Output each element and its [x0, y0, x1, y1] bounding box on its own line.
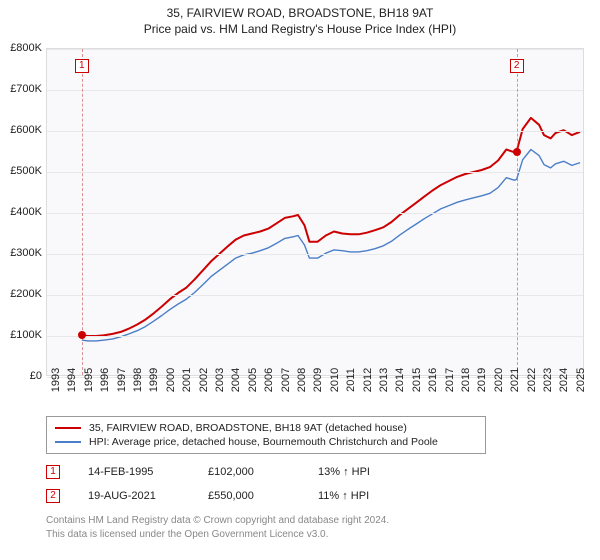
x-axis-tick-label: 2003	[214, 368, 226, 392]
x-axis-tick-label: 2013	[378, 368, 390, 392]
legend-swatch	[55, 441, 81, 443]
x-axis-tick-label: 2025	[575, 368, 587, 392]
y-axis-tick-label: £600K	[0, 124, 42, 136]
y-axis-tick-label: £300K	[0, 247, 42, 259]
x-axis-tick-label: 2021	[509, 368, 521, 392]
chart-marker: 2	[510, 59, 524, 73]
x-axis-tick-label: 2004	[230, 368, 242, 392]
x-axis-tick-label: 2022	[526, 368, 538, 392]
legend-item: 35, FAIRVIEW ROAD, BROADSTONE, BH18 9AT …	[55, 421, 477, 435]
x-axis-tick-label: 1999	[148, 368, 160, 392]
transaction-row: 1 14-FEB-1995 £102,000 13% ↑ HPI	[46, 460, 418, 484]
x-axis-tick-label: 1997	[116, 368, 128, 392]
footer-line: This data is licensed under the Open Gov…	[46, 528, 389, 542]
x-axis-tick-label: 2002	[198, 368, 210, 392]
transaction-hpi: 13% ↑ HPI	[318, 466, 418, 478]
x-axis-tick-label: 1996	[99, 368, 111, 392]
x-axis-tick-label: 1993	[50, 368, 62, 392]
x-axis-tick-label: 1998	[132, 368, 144, 392]
x-axis-tick-label: 2019	[476, 368, 488, 392]
y-axis-tick-label: £0	[0, 370, 42, 382]
y-axis-tick-label: £800K	[0, 42, 42, 54]
x-axis-tick-label: 2024	[558, 368, 570, 392]
legend-item: HPI: Average price, detached house, Bour…	[55, 435, 477, 449]
x-axis-tick-label: 2001	[181, 368, 193, 392]
x-axis-tick-label: 2006	[263, 368, 275, 392]
transaction-price: £102,000	[208, 466, 318, 478]
transaction-date: 19-AUG-2021	[88, 490, 208, 502]
x-axis-tick-label: 1995	[83, 368, 95, 392]
transaction-hpi: 11% ↑ HPI	[318, 490, 418, 502]
transactions-table: 1 14-FEB-1995 £102,000 13% ↑ HPI 2 19-AU…	[46, 460, 418, 508]
x-axis-tick-label: 2010	[329, 368, 341, 392]
x-axis-tick-label: 2015	[411, 368, 423, 392]
legend-label: HPI: Average price, detached house, Bour…	[89, 436, 438, 448]
legend-swatch	[55, 427, 81, 429]
x-axis-tick-label: 2023	[542, 368, 554, 392]
transaction-price: £550,000	[208, 490, 318, 502]
chart-container: 35, FAIRVIEW ROAD, BROADSTONE, BH18 9AT …	[0, 0, 600, 560]
data-point	[78, 331, 86, 339]
x-axis-tick-label: 1994	[66, 368, 78, 392]
x-axis-tick-label: 2011	[345, 368, 357, 392]
transaction-row: 2 19-AUG-2021 £550,000 11% ↑ HPI	[46, 484, 418, 508]
x-axis-tick-label: 2017	[444, 368, 456, 392]
x-axis-tick-label: 2007	[280, 368, 292, 392]
x-axis-tick-label: 2005	[247, 368, 259, 392]
footer-line: Contains HM Land Registry data © Crown c…	[46, 514, 389, 528]
x-axis-tick-label: 2020	[493, 368, 505, 392]
transaction-date: 14-FEB-1995	[88, 466, 208, 478]
x-axis-tick-label: 2018	[460, 368, 472, 392]
footer-attribution: Contains HM Land Registry data © Crown c…	[46, 514, 389, 541]
chart-subtitle: Price paid vs. HM Land Registry's House …	[0, 20, 600, 36]
x-axis-tick-label: 2012	[362, 368, 374, 392]
legend-box: 35, FAIRVIEW ROAD, BROADSTONE, BH18 9AT …	[46, 416, 486, 454]
y-axis-tick-label: £200K	[0, 288, 42, 300]
x-axis-tick-label: 2000	[165, 368, 177, 392]
y-axis-tick-label: £700K	[0, 83, 42, 95]
x-axis-tick-label: 2009	[312, 368, 324, 392]
y-axis-tick-label: £400K	[0, 206, 42, 218]
y-axis-tick-label: £500K	[0, 165, 42, 177]
x-axis-tick-label: 2016	[427, 368, 439, 392]
plot-area: 12	[46, 48, 584, 376]
legend-label: 35, FAIRVIEW ROAD, BROADSTONE, BH18 9AT …	[89, 422, 407, 434]
chart-marker: 1	[75, 59, 89, 73]
transaction-marker: 1	[46, 465, 60, 479]
line-series-svg	[47, 49, 583, 375]
data-point	[513, 148, 521, 156]
x-axis-tick-label: 2008	[296, 368, 308, 392]
chart-title: 35, FAIRVIEW ROAD, BROADSTONE, BH18 9AT	[0, 0, 600, 20]
x-axis-tick-label: 2014	[394, 368, 406, 392]
transaction-marker: 2	[46, 489, 60, 503]
y-axis-tick-label: £100K	[0, 329, 42, 341]
